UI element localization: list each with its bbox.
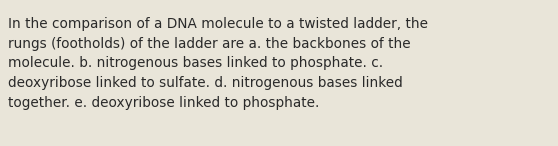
Text: In the comparison of a DNA molecule to a twisted ladder, the
rungs (footholds) o: In the comparison of a DNA molecule to a… [8, 17, 428, 110]
